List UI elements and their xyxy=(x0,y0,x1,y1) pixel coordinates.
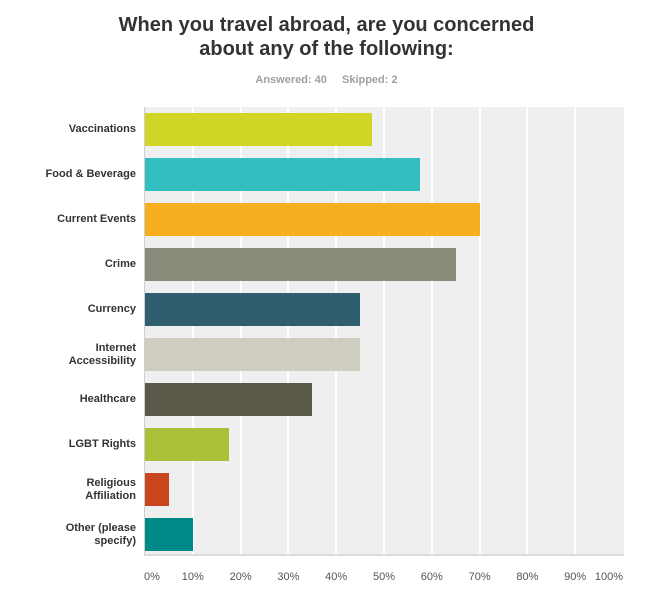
x-tick-label: 0% xyxy=(144,571,160,583)
skipped-count: Skipped: 2 xyxy=(341,74,398,86)
gridline xyxy=(191,107,194,554)
plot-area xyxy=(144,107,624,556)
gridline xyxy=(383,107,385,554)
category-label-line: Internet xyxy=(95,341,136,354)
category-label-line: Crime xyxy=(104,258,136,270)
bar[interactable] xyxy=(145,113,373,146)
category-label-line: LGBT Rights xyxy=(68,438,136,450)
bar[interactable] xyxy=(145,203,480,236)
category-label: Vaccinations xyxy=(6,113,136,146)
x-tick-label: 80% xyxy=(516,571,539,583)
bar[interactable] xyxy=(145,518,193,551)
gridline xyxy=(239,107,242,554)
chart-title-line-1: When you travel abroad, are you concerne… xyxy=(118,14,535,36)
category-label-line: Other (please xyxy=(65,521,136,534)
x-tick-label: 40% xyxy=(325,571,348,583)
bar[interactable] xyxy=(145,473,169,506)
bar[interactable] xyxy=(145,293,361,326)
gridline xyxy=(526,107,529,554)
bar[interactable] xyxy=(145,383,313,416)
category-label: LGBT Rights xyxy=(6,428,136,461)
x-tick-label: 70% xyxy=(468,571,491,583)
gridline xyxy=(287,107,290,554)
category-label: Internet Accessibility xyxy=(6,338,136,371)
gridline xyxy=(430,107,433,554)
response-summary: Answered: 40 Skipped: 2 xyxy=(0,74,653,86)
category-label: Other (please specify) xyxy=(6,518,136,551)
category-label-line: specify) xyxy=(94,534,136,547)
x-tick-label: 50% xyxy=(372,571,396,583)
category-label-line: Current Events xyxy=(57,213,136,225)
category-label: Crime xyxy=(6,248,136,281)
category-label: Religious Affiliation xyxy=(6,473,136,506)
category-label-line: Religious xyxy=(86,476,136,489)
bar[interactable] xyxy=(145,158,420,191)
category-label-line: Vaccinations xyxy=(68,123,136,135)
answered-count: Answered: 40 xyxy=(255,74,327,86)
x-tick-label: 20% xyxy=(229,571,252,583)
x-tick-label: 30% xyxy=(277,571,300,583)
gridline xyxy=(478,107,481,554)
category-label-line: Food & Beverage xyxy=(45,168,136,180)
chart-title: When you travel abroad, are you concerne… xyxy=(0,13,653,61)
category-label-line: Accessibility xyxy=(68,354,136,367)
x-tick-label: 100% xyxy=(594,571,624,583)
x-tick-label: 10% xyxy=(181,571,204,583)
gridline xyxy=(574,107,577,554)
category-label: Current Events xyxy=(6,203,136,236)
chart-title-line-2: about any of the following: xyxy=(199,38,454,60)
category-label-line: Affiliation xyxy=(85,489,136,502)
category-label-line: Currency xyxy=(87,303,136,315)
category-label: Food & Beverage xyxy=(6,158,136,191)
category-label: Currency xyxy=(6,293,136,326)
bar[interactable] xyxy=(145,428,229,461)
bar[interactable] xyxy=(145,248,456,281)
category-label-line: Healthcare xyxy=(79,393,136,405)
category-label: Healthcare xyxy=(6,383,136,416)
x-tick-label: 90% xyxy=(564,571,587,583)
gridline xyxy=(335,107,338,554)
bar[interactable] xyxy=(145,338,361,371)
x-tick-label: 60% xyxy=(420,571,443,583)
